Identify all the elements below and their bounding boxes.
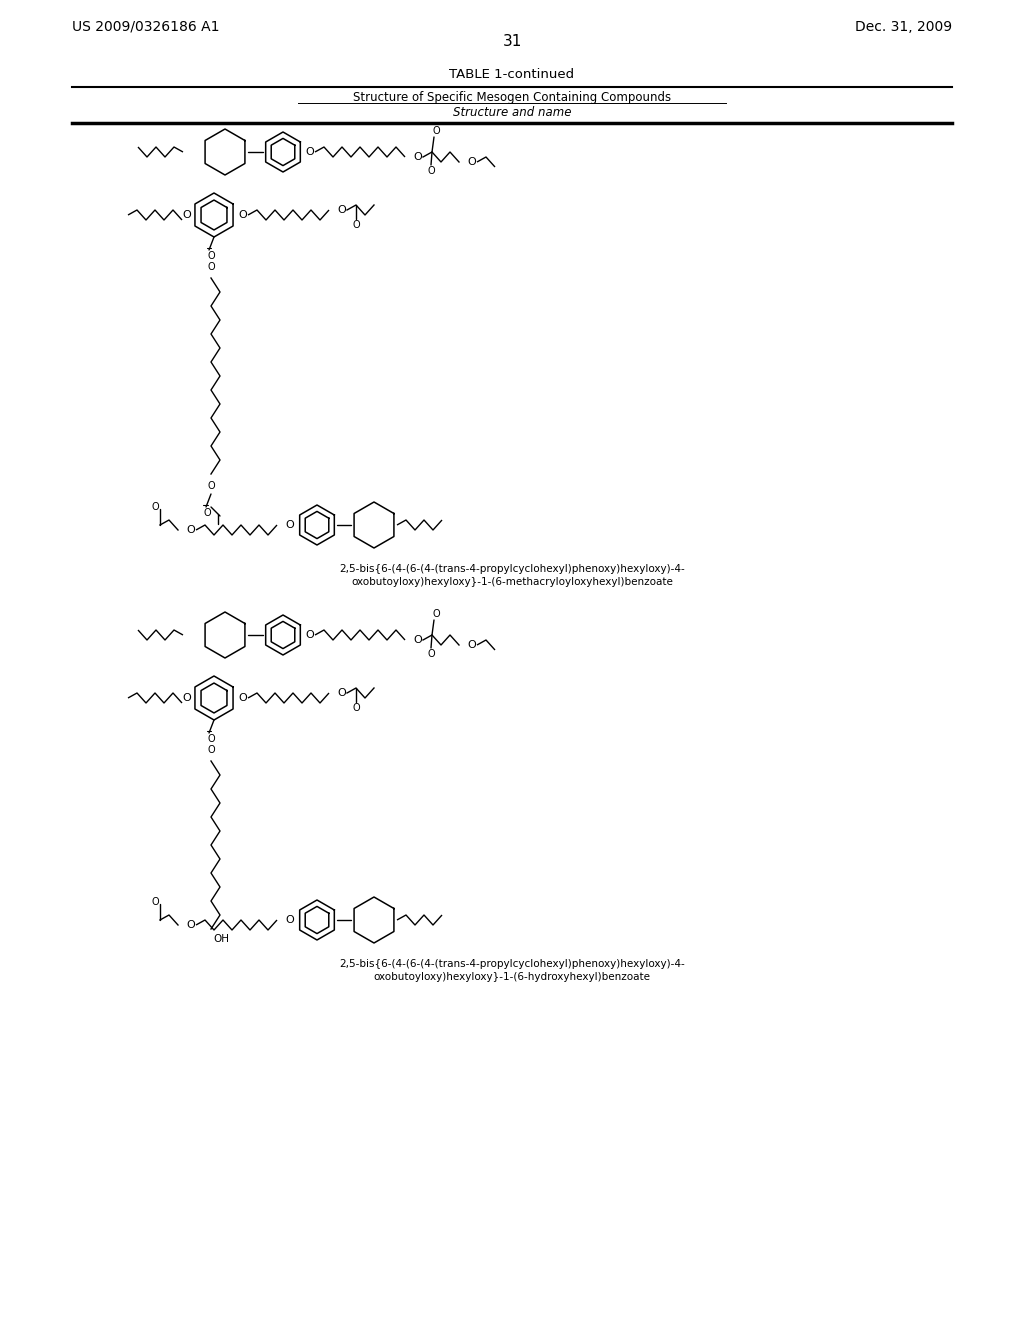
Text: O: O (152, 502, 160, 512)
Text: Structure and name: Structure and name (453, 107, 571, 120)
Text: O: O (152, 898, 160, 907)
Text: Structure of Specific Mesogen Containing Compounds: Structure of Specific Mesogen Containing… (353, 91, 671, 103)
Text: O: O (427, 166, 435, 176)
Text: O: O (207, 734, 215, 744)
Text: Dec. 31, 2009: Dec. 31, 2009 (855, 20, 952, 34)
Text: O: O (432, 125, 440, 136)
Text: O: O (238, 693, 247, 704)
Text: O: O (352, 220, 359, 230)
Text: O: O (285, 915, 294, 925)
Text: O: O (182, 693, 190, 704)
Text: O: O (182, 210, 190, 220)
Text: O: O (467, 640, 476, 649)
Text: O: O (427, 649, 435, 659)
Text: O: O (352, 704, 359, 713)
Text: OH: OH (213, 935, 229, 944)
Text: oxobutoyloxy)hexyloxy}-1-(6-methacryloyloxyhexyl)benzoate: oxobutoyloxy)hexyloxy}-1-(6-methacryloyl… (351, 577, 673, 587)
Text: O: O (305, 630, 313, 640)
Text: O: O (413, 635, 422, 645)
Text: O: O (207, 744, 215, 755)
Text: O: O (285, 520, 294, 531)
Text: 31: 31 (503, 34, 521, 49)
Text: O: O (238, 210, 247, 220)
Text: O: O (305, 147, 313, 157)
Text: O: O (203, 508, 211, 517)
Text: O: O (337, 688, 346, 698)
Text: US 2009/0326186 A1: US 2009/0326186 A1 (72, 20, 219, 34)
Text: O: O (467, 157, 476, 168)
Text: oxobutoyloxy)hexyloxy}-1-(6-hydroxyhexyl)benzoate: oxobutoyloxy)hexyloxy}-1-(6-hydroxyhexyl… (374, 972, 650, 982)
Text: 2,5-bis{6-(4-(6-(4-(trans-4-propylcyclohexyl)phenoxy)hexyloxy)-4-: 2,5-bis{6-(4-(6-(4-(trans-4-propylcycloh… (339, 960, 685, 969)
Text: O: O (413, 152, 422, 162)
Text: O: O (432, 609, 440, 619)
Text: O: O (186, 920, 195, 931)
Text: O: O (337, 205, 346, 215)
Text: TABLE 1-continued: TABLE 1-continued (450, 69, 574, 82)
Text: O: O (207, 480, 215, 491)
Text: O: O (186, 525, 195, 535)
Text: 2,5-bis{6-(4-(6-(4-(trans-4-propylcyclohexyl)phenoxy)hexyloxy)-4-: 2,5-bis{6-(4-(6-(4-(trans-4-propylcycloh… (339, 564, 685, 574)
Text: O: O (207, 251, 215, 261)
Text: O: O (207, 261, 215, 272)
